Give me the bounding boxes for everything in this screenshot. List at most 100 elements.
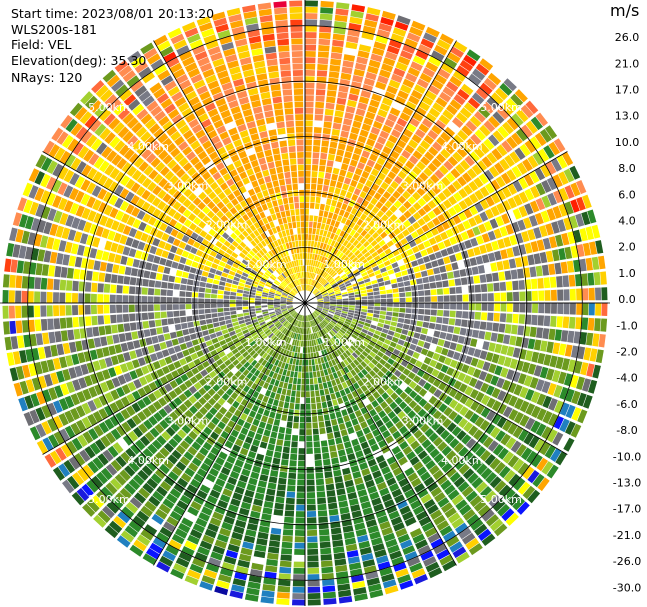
velocity-bin bbox=[178, 102, 190, 113]
velocity-bin bbox=[448, 279, 455, 287]
velocity-bin bbox=[113, 515, 127, 529]
velocity-bin bbox=[453, 192, 463, 202]
velocity-bin bbox=[325, 426, 333, 434]
velocity-bin bbox=[351, 4, 366, 13]
velocity-bin bbox=[182, 129, 194, 140]
velocity-bin bbox=[389, 461, 400, 471]
velocity-bin bbox=[316, 275, 321, 281]
velocity-bin bbox=[376, 227, 384, 235]
velocity-bin bbox=[283, 312, 290, 317]
velocity-bin bbox=[155, 508, 168, 520]
velocity-bin bbox=[333, 326, 339, 332]
velocity-bin bbox=[485, 195, 495, 207]
velocity-bin bbox=[204, 233, 213, 242]
velocity-bin bbox=[242, 442, 251, 450]
velocity-bin bbox=[387, 269, 395, 275]
velocity-bin bbox=[104, 525, 119, 539]
velocity-bin bbox=[355, 308, 361, 312]
velocity-bin bbox=[284, 279, 289, 285]
velocity-bin bbox=[439, 525, 453, 537]
velocity-bin bbox=[491, 353, 500, 364]
velocity-bin bbox=[152, 360, 161, 370]
velocity-bin bbox=[358, 280, 365, 285]
velocity-bin bbox=[462, 450, 474, 462]
velocity-bin bbox=[394, 218, 402, 227]
velocity-bin bbox=[386, 85, 398, 95]
velocity-bin bbox=[374, 142, 384, 151]
velocity-bin bbox=[168, 438, 179, 448]
velocity-bin bbox=[230, 310, 237, 315]
velocity-bin bbox=[519, 386, 529, 399]
velocity-bin bbox=[198, 314, 206, 320]
velocity-bin bbox=[407, 330, 415, 337]
velocity-bin bbox=[199, 540, 213, 550]
velocity-bin bbox=[325, 333, 331, 340]
velocity-bin bbox=[319, 344, 323, 351]
velocity-bin bbox=[241, 259, 249, 266]
velocity-bin bbox=[396, 277, 404, 283]
velocity-bin bbox=[206, 277, 214, 284]
velocity-bin bbox=[231, 531, 243, 541]
velocity-bin bbox=[244, 318, 251, 323]
velocity-bin bbox=[348, 292, 355, 296]
velocity-bin bbox=[298, 365, 302, 372]
velocity-bin bbox=[468, 294, 475, 302]
velocity-bin bbox=[223, 299, 230, 303]
velocity-bin bbox=[440, 479, 452, 491]
velocity-bin bbox=[401, 270, 408, 276]
velocity-bin bbox=[379, 347, 387, 354]
velocity-bin bbox=[191, 172, 201, 181]
velocity-bin bbox=[417, 284, 424, 291]
velocity-bin bbox=[447, 271, 454, 279]
velocity-bin bbox=[507, 455, 520, 468]
velocity-bin bbox=[223, 515, 235, 525]
velocity-bin bbox=[213, 342, 221, 349]
velocity-bin bbox=[125, 361, 135, 371]
velocity-bin bbox=[308, 365, 313, 372]
velocity-bin bbox=[403, 243, 411, 251]
velocity-bin bbox=[430, 509, 443, 520]
velocity-bin bbox=[402, 229, 410, 237]
velocity-bin bbox=[559, 386, 569, 400]
velocity-bin bbox=[323, 210, 329, 218]
velocity-bin bbox=[511, 165, 522, 178]
velocity-bin bbox=[362, 559, 376, 568]
velocity-bin bbox=[329, 205, 336, 213]
velocity-bin bbox=[287, 307, 294, 310]
velocity-bin bbox=[454, 391, 464, 401]
velocity-bin bbox=[408, 380, 417, 390]
velocity-bin bbox=[68, 456, 81, 470]
velocity-bin bbox=[302, 347, 305, 353]
velocity-bin bbox=[356, 262, 363, 269]
velocity-bin bbox=[517, 219, 526, 231]
velocity-bin bbox=[281, 327, 287, 334]
velocity-bin bbox=[287, 337, 292, 344]
velocity-bin bbox=[271, 463, 280, 471]
velocity-bin bbox=[328, 186, 335, 193]
velocity-bin bbox=[356, 196, 364, 205]
velocity-bin bbox=[178, 184, 188, 194]
velocity-bin bbox=[420, 471, 431, 482]
velocity-bin bbox=[387, 358, 395, 365]
velocity-bin bbox=[488, 134, 500, 147]
velocity-bin bbox=[495, 215, 505, 227]
velocity-bin bbox=[189, 333, 197, 340]
velocity-bin bbox=[237, 316, 244, 321]
velocity-bin bbox=[263, 409, 270, 417]
velocity-bin bbox=[280, 299, 287, 301]
velocity-bin bbox=[371, 358, 379, 366]
velocity-bin bbox=[251, 382, 258, 390]
velocity-bin bbox=[248, 477, 258, 486]
velocity-bin bbox=[372, 414, 381, 423]
velocity-bin bbox=[273, 281, 280, 286]
velocity-bin bbox=[244, 245, 251, 253]
velocity-bin bbox=[338, 252, 344, 259]
velocity-bin bbox=[310, 247, 314, 253]
velocity-bin bbox=[321, 291, 328, 296]
velocity-bin bbox=[494, 343, 503, 354]
velocity-bin bbox=[207, 421, 216, 431]
velocity-bin bbox=[290, 453, 298, 461]
velocity-bin bbox=[243, 205, 251, 213]
velocity-bin bbox=[25, 216, 34, 230]
velocity-bin bbox=[213, 402, 222, 411]
